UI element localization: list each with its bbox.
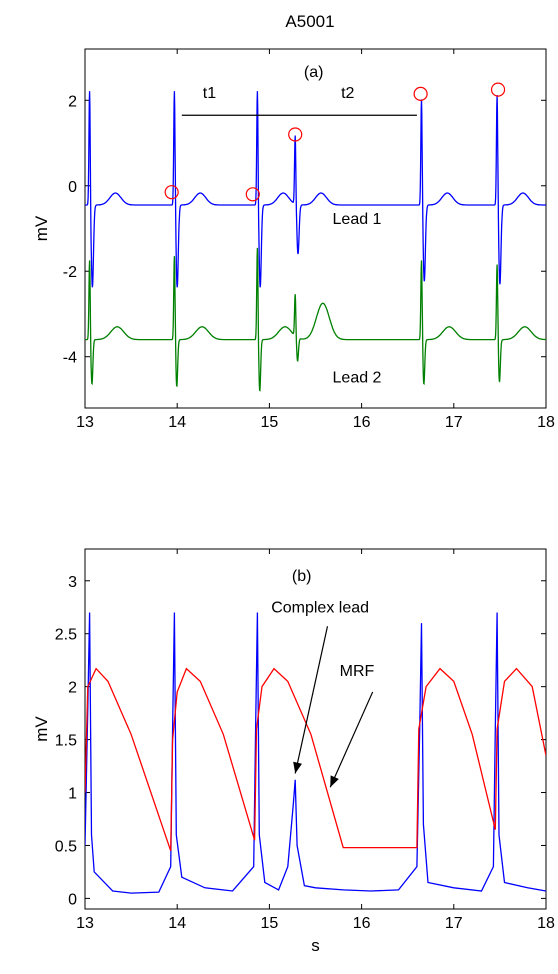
annotation-arrow	[294, 626, 329, 774]
y-tick-label: 0.5	[55, 838, 77, 855]
x-tick-label: 15	[261, 915, 279, 932]
peak-marker	[288, 127, 303, 142]
x-tick-label: 14	[168, 414, 186, 431]
y-axis-label: mV	[32, 716, 51, 742]
y-tick-label: 1	[68, 786, 77, 803]
axes-box	[84, 548, 547, 910]
x-tick-label: 17	[445, 915, 463, 932]
plot-area	[85, 612, 546, 894]
y-tick-label: 3	[68, 574, 77, 591]
x-tick-label: 16	[353, 414, 371, 431]
x-tick-label: 18	[537, 915, 555, 932]
mrf-label: MRF	[340, 663, 375, 680]
series-line-lead-1	[85, 91, 546, 288]
series-line-complex-lead	[85, 612, 546, 894]
t2-label: t2	[341, 85, 354, 102]
series-line-mrf	[85, 667, 546, 852]
x-tick-label: 17	[445, 414, 463, 431]
lead-2-label: Lead 2	[333, 369, 382, 386]
y-tick-label: -2	[63, 264, 77, 281]
axes-box	[84, 48, 547, 409]
peak-marker	[164, 185, 179, 200]
x-tick-label: 13	[76, 414, 94, 431]
x-tick-label: 15	[261, 414, 279, 431]
figure-title: A5001	[285, 12, 335, 31]
x-axis-label: s	[311, 936, 320, 955]
plot-area	[85, 82, 546, 392]
lead-1-label: Lead 1	[333, 211, 382, 228]
x-tick-label: 14	[168, 915, 186, 932]
peak-marker	[413, 86, 428, 101]
y-tick-label: 2	[68, 93, 77, 110]
y-tick-label: 0	[68, 179, 77, 196]
y-tick-label: -4	[63, 350, 77, 367]
y-tick-label: 2.5	[55, 627, 77, 644]
arrow-head	[293, 761, 302, 774]
panel-label: (a)	[304, 64, 324, 81]
panel-label: (b)	[292, 568, 312, 585]
y-tick-label: 2	[68, 680, 77, 697]
t1-label: t1	[203, 85, 216, 102]
peak-marker	[245, 187, 260, 202]
panel-b: 13 14 15 16 17 18 0 0.5 1 1.5 2 2.5 3 mV s (b) Complex l…	[32, 548, 555, 955]
panel-a: 13 14 15 16 17 18 -4 -2 0 2 mV (a) t1 t2 Lead 1 Lead 2	[32, 48, 555, 431]
arrow-head	[330, 775, 339, 788]
complex-lead-label: Complex lead	[271, 600, 369, 617]
series-line-lead-2	[85, 247, 546, 392]
y-tick-label: 0	[68, 891, 77, 908]
x-tick-label: 13	[76, 915, 94, 932]
y-axis-label: mV	[32, 215, 51, 241]
peak-marker	[490, 82, 506, 97]
annotation-arrow	[329, 691, 374, 788]
x-tick-label: 16	[353, 915, 371, 932]
y-tick-label: 1.5	[55, 733, 77, 750]
x-tick-label: 18	[537, 414, 555, 431]
